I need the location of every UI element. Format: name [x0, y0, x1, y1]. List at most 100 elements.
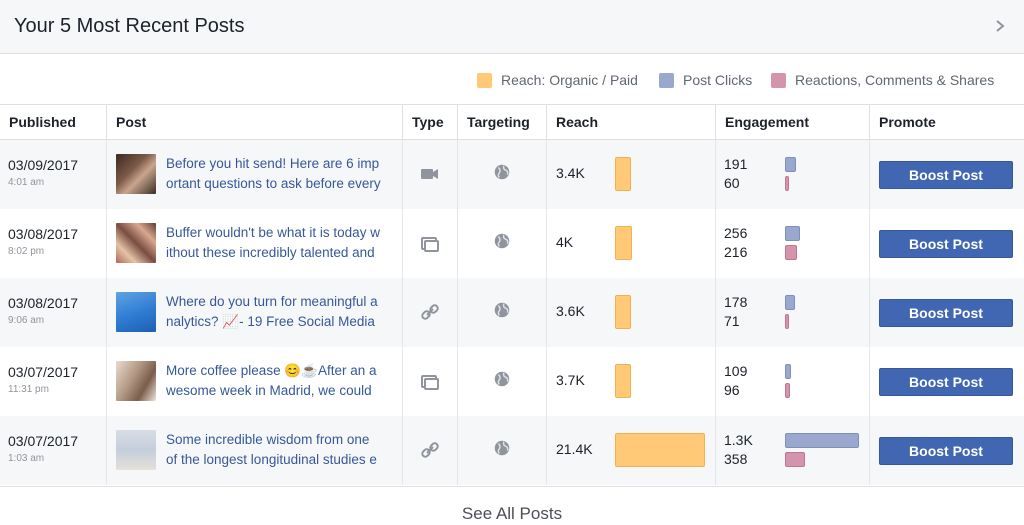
promote-cell: Boost Post	[869, 209, 1024, 278]
reactions-bar	[785, 245, 797, 260]
legend-item-reach: Reach: Organic / Paid	[477, 71, 638, 89]
column-reach[interactable]: Reach	[546, 105, 715, 140]
published-date: 03/08/2017	[8, 226, 79, 242]
reactions-value: 216	[724, 244, 748, 260]
column-post[interactable]: Post	[106, 105, 402, 140]
published-cell: 03/07/2017 1:03 am	[0, 416, 106, 485]
table-row: 03/08/2017 8:02 pm Buffer wouldn't be what…	[0, 209, 1024, 278]
promote-cell: Boost Post	[869, 347, 1024, 416]
post-thumbnail[interactable]	[116, 361, 156, 401]
post-text[interactable]: Buffer wouldn't be what it is today w ith…	[166, 223, 394, 263]
reactions-bar	[785, 176, 789, 191]
post-text[interactable]: Where do you turn for meaningful a nalyti…	[166, 292, 394, 332]
boost-post-button[interactable]: Boost Post	[879, 161, 1013, 189]
reach-bar	[615, 226, 632, 260]
reactions-bar	[785, 383, 790, 398]
reach-value: 3.4K	[556, 165, 585, 181]
post-clicks-bar	[785, 295, 795, 310]
post-text-line[interactable]: Some incredible wisdom from one	[166, 432, 370, 447]
post-thumbnail[interactable]	[116, 430, 156, 470]
published-time: 9:06 am	[8, 315, 45, 326]
post-text-line[interactable]: More coffee please 😊☕After an a	[166, 363, 377, 378]
album-icon	[421, 375, 439, 390]
reach-value: 21.4K	[556, 441, 593, 457]
published-date: 03/08/2017	[8, 295, 79, 311]
post-text-line[interactable]: ithout these incredibly talented and	[166, 245, 375, 260]
column-published[interactable]: Published	[9, 114, 76, 130]
post-clicks-value: 178	[724, 294, 748, 310]
engagement-cell: 109 96	[715, 347, 869, 416]
published-time: 8:02 pm	[8, 246, 45, 257]
post-clicks-value: 109	[724, 363, 748, 379]
post-text[interactable]: More coffee please 😊☕After an a wesome we…	[166, 361, 394, 401]
post-cell[interactable]: More coffee please 😊☕After an a wesome we…	[106, 347, 402, 416]
link-icon	[421, 442, 439, 458]
post-text-line[interactable]: Where do you turn for meaningful a	[166, 294, 378, 309]
table-row: 03/07/2017 1:03 am Some incredible wisdom …	[0, 416, 1024, 485]
post-cell[interactable]: Where do you turn for meaningful a nalyti…	[106, 278, 402, 347]
post-text[interactable]: Before you hit send! Here are 6 imp ortan…	[166, 154, 394, 194]
column-promote[interactable]: Promote	[869, 105, 1024, 140]
video-icon	[421, 169, 438, 179]
post-text-line[interactable]: ortant questions to ask before every	[166, 176, 381, 191]
reach-bar	[615, 295, 631, 329]
post-clicks-value: 1.3K	[724, 432, 753, 448]
targeting-cell	[457, 347, 546, 416]
reactions-value: 71	[724, 313, 740, 329]
legend-label: Reactions, Comments & Shares	[795, 72, 995, 88]
post-clicks-value: 191	[724, 156, 748, 172]
column-type[interactable]: Type	[402, 105, 457, 140]
see-all-posts-link[interactable]: See All Posts	[461, 504, 563, 523]
post-text-line[interactable]: wesome week in Madrid, we could	[166, 383, 372, 398]
post-clicks-bar	[785, 433, 859, 448]
boost-post-button[interactable]: Boost Post	[879, 368, 1013, 396]
published-time: 4:01 am	[8, 177, 45, 188]
post-cell[interactable]: Buffer wouldn't be what it is today w ith…	[106, 209, 402, 278]
globe-icon	[494, 440, 510, 456]
reach-bar	[615, 364, 631, 398]
reach-bar	[615, 433, 705, 467]
type-cell	[402, 209, 457, 278]
post-text-line[interactable]: nalytics? 📈- 19 Free Social Media	[166, 314, 375, 329]
published-time: 11:31 pm	[8, 384, 49, 395]
type-cell	[402, 347, 457, 416]
chevron-right-icon[interactable]	[992, 16, 1008, 36]
boost-post-button[interactable]: Boost Post	[879, 299, 1013, 327]
column-engagement[interactable]: Engagement	[715, 105, 869, 140]
column-targeting[interactable]: Targeting	[457, 105, 546, 140]
post-cell[interactable]: Before you hit send! Here are 6 imp ortan…	[106, 140, 402, 209]
post-text[interactable]: Some incredible wisdom from one of the lo…	[166, 430, 394, 470]
table-header: Published Post Type Targeting Reach Enga…	[0, 104, 1024, 140]
legend-item-reactions: Reactions, Comments & Shares	[771, 71, 994, 89]
post-thumbnail[interactable]	[116, 223, 156, 263]
published-date: 03/07/2017	[8, 364, 79, 380]
reach-cell: 3.7K	[546, 347, 715, 416]
reach-value: 3.6K	[556, 303, 585, 319]
globe-icon	[494, 164, 510, 180]
post-text-line[interactable]: Buffer wouldn't be what it is today w	[166, 225, 380, 240]
table-row: 03/07/2017 11:31 pm More coffee please 😊☕A…	[0, 347, 1024, 416]
engagement-cell: 256 216	[715, 209, 869, 278]
published-date: 03/07/2017	[8, 433, 79, 449]
globe-icon	[494, 302, 510, 318]
reactions-value: 60	[724, 175, 740, 191]
album-icon	[421, 237, 439, 252]
post-cell[interactable]: Some incredible wisdom from one of the lo…	[106, 416, 402, 485]
panel-footer: See All Posts	[0, 486, 1024, 525]
reach-cell: 21.4K	[546, 416, 715, 485]
boost-post-button[interactable]: Boost Post	[879, 230, 1013, 258]
post-thumbnail[interactable]	[116, 154, 156, 194]
published-cell: 03/09/2017 4:01 am	[0, 140, 106, 209]
post-thumbnail[interactable]	[116, 292, 156, 332]
engagement-cell: 178 71	[715, 278, 869, 347]
reactions-bar	[785, 314, 789, 329]
post-clicks-bar	[785, 226, 800, 241]
legend-label: Reach: Organic / Paid	[501, 72, 638, 88]
table-row: 03/09/2017 4:01 am Before you hit send! He…	[0, 140, 1024, 209]
post-text-line[interactable]: of the longest longitudinal studies e	[166, 452, 377, 467]
reactions-swatch	[771, 72, 786, 88]
post-text-line[interactable]: Before you hit send! Here are 6 imp	[166, 156, 380, 171]
boost-post-button[interactable]: Boost Post	[879, 437, 1013, 465]
reactions-value: 358	[724, 451, 748, 467]
targeting-cell	[457, 416, 546, 485]
